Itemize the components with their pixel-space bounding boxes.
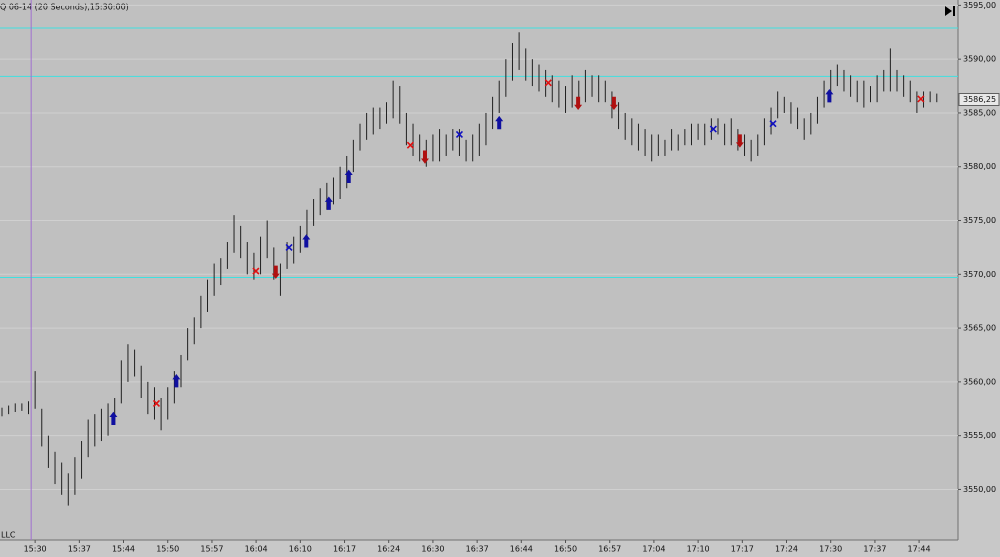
exit-marker: [152, 399, 161, 407]
x-tick-label: 15:37: [68, 545, 91, 554]
x-tick-label: 16:57: [598, 545, 621, 554]
x-tick-label: 15:30: [24, 545, 47, 554]
buy-marker: [324, 196, 333, 210]
sell-marker: [420, 150, 429, 164]
y-tick-label: 3560,00: [963, 377, 996, 386]
x-tick-label: 15:50: [156, 545, 179, 554]
last-price-box: [958, 93, 1000, 107]
y-tick-label: 3585,00: [963, 108, 996, 117]
exit-marker: [769, 120, 777, 128]
buy-marker: [172, 374, 181, 388]
sell-marker: [271, 265, 280, 279]
y-tick-label: 3570,00: [963, 270, 996, 279]
y-tick-label: 3555,00: [963, 431, 996, 440]
x-tick-label: 16:10: [289, 545, 312, 554]
sell-marker: [735, 134, 744, 148]
x-tick-label: 17:04: [642, 545, 665, 554]
exit-marker: [406, 141, 414, 149]
x-tick-label: 17:10: [687, 545, 710, 554]
y-tick-label: 3565,00: [963, 324, 996, 333]
exit-marker: [252, 267, 260, 275]
x-tick-label: 16:44: [510, 545, 533, 554]
x-tick-label: 15:44: [112, 545, 135, 554]
y-tick-label: 3595,00: [963, 1, 996, 10]
chart-title: Q 06-14 (20 Seconds),15:30:00): [0, 3, 129, 12]
footer-text: LLC: [1, 531, 16, 540]
scroll-end-button[interactable]: [945, 6, 955, 16]
buy-marker: [109, 411, 118, 426]
y-tick-label: 3580,00: [963, 162, 996, 171]
x-tick-label: 17:44: [908, 545, 931, 554]
buy-marker: [495, 115, 504, 130]
scroll-end-icon[interactable]: [945, 6, 955, 16]
exit-marker: [455, 130, 464, 139]
time-axis: [0, 540, 958, 557]
x-tick-label: 16:30: [421, 545, 444, 554]
x-tick-label: 17:24: [775, 545, 798, 554]
x-tick-label: 17:37: [863, 545, 886, 554]
exit-marker: [285, 243, 293, 251]
buy-marker: [302, 234, 311, 248]
x-tick-label: 16:17: [333, 545, 356, 554]
x-tick-label: 17:30: [819, 545, 842, 554]
buy-marker: [825, 88, 834, 103]
y-tick-label: 3575,00: [963, 216, 996, 225]
x-tick-label: 15:57: [200, 545, 223, 554]
plot-area: [0, 0, 958, 540]
sell-marker: [609, 96, 618, 111]
y-tick-label: 3550,00: [963, 485, 996, 494]
y-tick-label: 3590,00: [963, 55, 996, 64]
x-tick-label: 16:24: [377, 545, 400, 554]
x-tick-label: 17:17: [731, 545, 754, 554]
exit-marker: [917, 95, 925, 103]
buy-marker: [344, 169, 353, 183]
x-tick-label: 16:04: [245, 545, 268, 554]
exit-marker: [544, 79, 552, 87]
x-tick-label: 16:50: [554, 545, 577, 554]
last-price-label: 3586,25: [963, 95, 996, 104]
exit-marker: [709, 125, 717, 133]
price-axis: [958, 0, 1000, 557]
x-tick-label: 16:37: [466, 545, 489, 554]
sell-marker: [574, 96, 583, 111]
